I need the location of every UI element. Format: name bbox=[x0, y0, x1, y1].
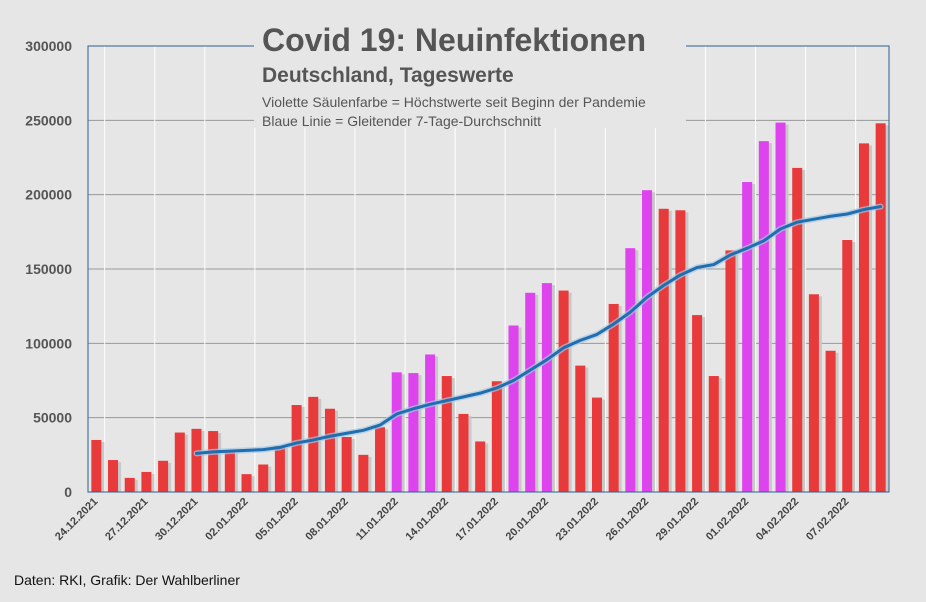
y-tick-label: 50000 bbox=[33, 410, 72, 426]
bar bbox=[875, 123, 886, 492]
bar bbox=[91, 439, 102, 492]
bar bbox=[792, 167, 803, 492]
y-axis: 0 50000 100000 150000 200000 250000 300000 bbox=[25, 38, 72, 500]
bar bbox=[358, 454, 369, 492]
y-tick-label: 250000 bbox=[25, 112, 72, 128]
chart-title: Covid 19: Neuinfektionen bbox=[262, 22, 647, 58]
bar bbox=[341, 436, 352, 492]
bar bbox=[441, 376, 452, 492]
bar bbox=[158, 460, 169, 492]
legend-note-blue-line: Blaue Linie = Gleitender 7-Tage-Durchsch… bbox=[262, 113, 541, 129]
average-line bbox=[194, 205, 883, 455]
bar bbox=[825, 350, 836, 492]
bar bbox=[208, 431, 219, 492]
bar bbox=[525, 292, 536, 492]
x-tick-label: 23.01.2022 bbox=[554, 496, 601, 543]
bar bbox=[858, 143, 869, 493]
bar bbox=[508, 325, 519, 492]
x-tick-label: 17.01.2022 bbox=[454, 496, 501, 543]
bar bbox=[241, 474, 252, 492]
bar bbox=[324, 408, 335, 492]
x-tick-label: 08.01.2022 bbox=[303, 496, 350, 543]
title-box bbox=[254, 20, 686, 128]
bar bbox=[658, 208, 669, 493]
x-tick-label: 11.01.2022 bbox=[354, 496, 401, 543]
x-tick-label: 30.12.2021 bbox=[153, 496, 200, 543]
x-axis: 24.12.2021 27.12.2021 30.12.2021 02.01.2022… bbox=[53, 496, 851, 543]
bar bbox=[258, 464, 269, 492]
bar bbox=[608, 303, 619, 492]
bar bbox=[274, 445, 285, 492]
bar bbox=[308, 396, 319, 492]
bar bbox=[191, 428, 202, 492]
x-tick-label: 04.02.2022 bbox=[754, 496, 801, 543]
bar bbox=[291, 405, 302, 492]
bar bbox=[642, 190, 653, 492]
y-tick-label: 0 bbox=[64, 484, 72, 500]
bar bbox=[675, 210, 686, 492]
bar bbox=[375, 427, 386, 492]
bar bbox=[174, 432, 185, 492]
average-line-series bbox=[193, 203, 884, 457]
y-tick-label: 150000 bbox=[25, 261, 72, 277]
bar bbox=[758, 141, 769, 492]
x-tick-label: 05.01.2022 bbox=[253, 496, 300, 543]
bar bbox=[541, 283, 552, 492]
bar bbox=[558, 290, 569, 492]
x-tick-label: 26.01.2022 bbox=[604, 496, 651, 543]
x-tick-label: 01.02.2022 bbox=[704, 496, 751, 543]
bar bbox=[591, 397, 602, 492]
x-tick-label: 20.01.2022 bbox=[504, 496, 551, 543]
legend-note-violet: Violette Säulenfarbe = Höchstwerte seit … bbox=[262, 94, 646, 110]
bar bbox=[842, 240, 853, 492]
x-tick-label: 07.02.2022 bbox=[804, 496, 851, 543]
y-tick-label: 100000 bbox=[25, 335, 72, 351]
bar bbox=[124, 477, 135, 492]
bar bbox=[708, 376, 719, 492]
bar bbox=[224, 451, 235, 492]
chart-subtitle: Deutschland, Tageswerte bbox=[262, 64, 514, 87]
bar bbox=[458, 413, 469, 492]
x-tick-label: 14.01.2022 bbox=[403, 496, 450, 543]
x-tick-label: 02.01.2022 bbox=[203, 496, 250, 543]
bar bbox=[725, 250, 736, 492]
bar bbox=[625, 248, 636, 492]
x-tick-label: 24.12.2021 bbox=[53, 496, 100, 543]
bar bbox=[425, 354, 436, 492]
y-tick-label: 300000 bbox=[25, 38, 72, 54]
bar bbox=[575, 365, 586, 492]
x-tick-label: 29.01.2022 bbox=[654, 496, 701, 543]
bar bbox=[775, 122, 786, 493]
bar bbox=[108, 460, 119, 492]
bar bbox=[491, 381, 502, 492]
source-credit: Daten: RKI, Grafik: Der Wahlberliner bbox=[14, 572, 240, 588]
bar bbox=[391, 372, 402, 492]
x-tick-label: 27.12.2021 bbox=[103, 496, 150, 543]
bar bbox=[742, 182, 753, 492]
bar bbox=[408, 373, 419, 492]
bar bbox=[141, 471, 152, 492]
bar-series bbox=[91, 122, 889, 493]
bar bbox=[808, 294, 819, 492]
bar bbox=[475, 441, 486, 492]
y-tick-label: 200000 bbox=[25, 187, 72, 203]
bar bbox=[692, 315, 703, 492]
